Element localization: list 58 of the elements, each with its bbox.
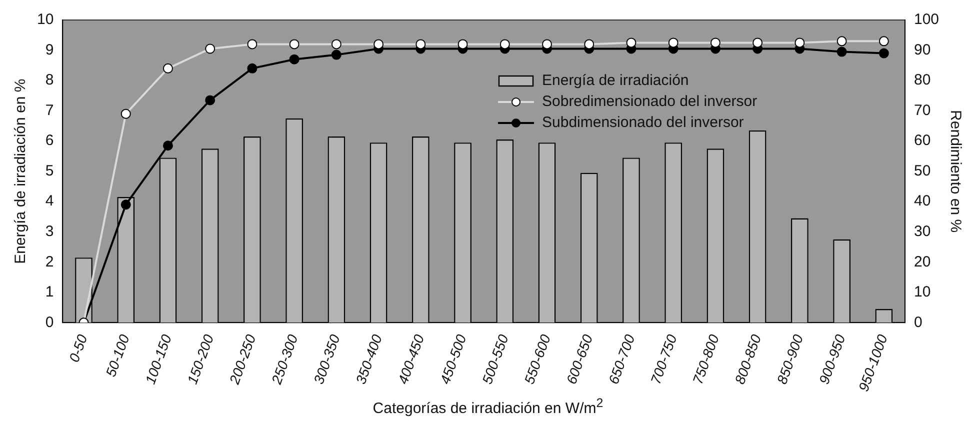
point [626, 38, 636, 48]
point [710, 38, 720, 48]
y-axis-title: Energía de irradiación en % [12, 78, 30, 264]
point [668, 38, 678, 48]
point [374, 39, 384, 50]
y-tick-label: 8 [45, 72, 54, 89]
y-tick-label: 3 [45, 223, 54, 240]
point [205, 44, 216, 54]
point [120, 108, 131, 119]
y-tick-label: 9 [45, 41, 54, 58]
y-tick-label: 4 [45, 192, 54, 210]
y2-tick-label: 70 [914, 102, 931, 119]
point [542, 39, 552, 50]
point [289, 39, 300, 50]
point [458, 39, 468, 50]
point [500, 39, 510, 50]
y-tick-label: 0 [45, 314, 54, 331]
y-tick-label: 1 [45, 284, 54, 301]
x-tick-label: 50-100 [102, 332, 132, 379]
x-axis-title: Categorías de irradiación en W/m$^{2}$ [372, 396, 604, 417]
y2-tick-label: 20 [914, 253, 931, 270]
point [247, 63, 258, 74]
point [331, 50, 342, 60]
x-tick-label: 0-50 [66, 332, 90, 364]
point [247, 39, 258, 50]
y2-tick-label: 50 [914, 162, 931, 180]
y-tick-label: 6 [45, 132, 54, 150]
legend-label: Sobredimensionado del inversor [542, 92, 758, 112]
point [162, 63, 173, 74]
point [584, 39, 594, 50]
legend-label: Energía de irradiación [542, 71, 689, 91]
y2-tick-label: 60 [914, 132, 931, 150]
x-tick-label: 400-450 [394, 332, 428, 386]
y2-tick-label: 100 [914, 11, 940, 28]
point [331, 39, 342, 50]
point [878, 36, 889, 46]
y2-tick-label: 90 [914, 41, 931, 58]
y2-tick-label: 80 [914, 72, 931, 89]
y2-tick-label: 10 [914, 284, 931, 301]
y-tick-label: 7 [45, 102, 54, 119]
y-tick-label: 5 [45, 162, 54, 180]
y-tick-label: 2 [45, 253, 54, 270]
point [836, 46, 847, 57]
point [878, 48, 889, 58]
point [416, 39, 426, 50]
y2-tick-label: 0 [914, 314, 922, 331]
point [752, 38, 763, 48]
y2-axis-title: Rendimiento en % [946, 110, 964, 233]
point [120, 200, 131, 210]
y2-tick-label: 30 [914, 223, 931, 240]
point [794, 38, 805, 48]
point [162, 140, 173, 151]
point [289, 54, 300, 64]
point [836, 36, 847, 46]
point [205, 95, 216, 106]
y-tick-label: 10 [36, 11, 54, 28]
legend-label: Subdimensionado del inversor [542, 113, 744, 133]
y2-tick-label: 40 [914, 192, 931, 210]
